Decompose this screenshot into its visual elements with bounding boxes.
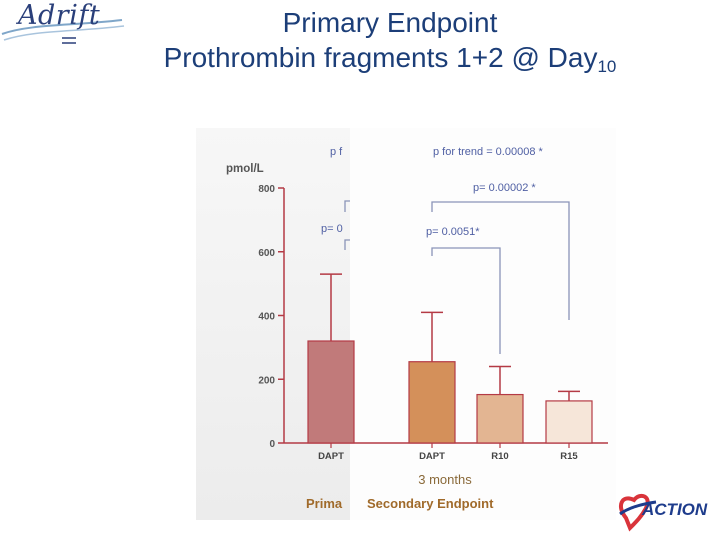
bracket-left-top [344, 200, 350, 212]
x-tick-label: DAPT [419, 451, 445, 462]
p-value-1: p= 0.0051* [426, 226, 480, 238]
y-tick-label: 800 [258, 184, 275, 195]
p-value-2: p= 0.00002 * [473, 182, 536, 194]
adrift-logo: Adrift [0, 0, 130, 52]
y-tick-label: 0 [269, 439, 275, 450]
chart-panel-left [196, 128, 350, 520]
bar-dapt [408, 361, 456, 444]
bracket-dapt-r15 [431, 201, 570, 320]
bracket-dapt-r10 [431, 247, 501, 354]
group-label-3-months: 3 months [418, 472, 472, 487]
action-logo-mark [618, 493, 657, 532]
y-tick-label: 200 [258, 375, 275, 386]
title-line-2-subscript: 10 [597, 57, 617, 76]
action-logo: ACTION [612, 488, 716, 534]
y-axis-label: pmol/L [226, 163, 264, 175]
bar-r10 [476, 393, 524, 444]
x-tick-label: R15 [560, 451, 578, 462]
action-logo-text: ACTION [642, 500, 708, 519]
page-title: Primary Endpoint Prothrombin fragments 1… [110, 6, 670, 85]
bar-dapt [307, 340, 355, 444]
annotations-layer: p f p= 0 p for trend = 0.00008 * p= 0.00002… [321, 146, 570, 354]
x-tick-label: DAPT [318, 451, 344, 462]
title-line-1: Primary Endpoint [282, 7, 498, 38]
p-trend-label: p for trend = 0.00008 * [433, 146, 543, 158]
adrift-logo-text: Adrift [18, 0, 101, 31]
bottom-label-secondary: Secondary Endpoint [367, 496, 494, 511]
title-line-2: Prothrombin fragments 1+2 @ Day10 [110, 40, 670, 85]
y-tick-label: 600 [258, 248, 275, 259]
bottom-label-primary: Prima [306, 496, 343, 511]
p-label-left-mid: p= 0 [321, 223, 343, 235]
title-line-2-text: Prothrombin fragments 1+2 @ Day [163, 42, 598, 73]
x-tick-label: R10 [491, 451, 508, 462]
y-tick-label: 400 [258, 312, 275, 323]
adrift-logo-swoosh [1, 19, 125, 44]
p-label-left-top: p f [330, 146, 343, 158]
bars-layer: DAPT DAPT R10 R15 [307, 273, 593, 462]
bar-r15 [545, 400, 593, 444]
chart-panel-right [350, 128, 616, 520]
bracket-left-mid [344, 239, 350, 250]
